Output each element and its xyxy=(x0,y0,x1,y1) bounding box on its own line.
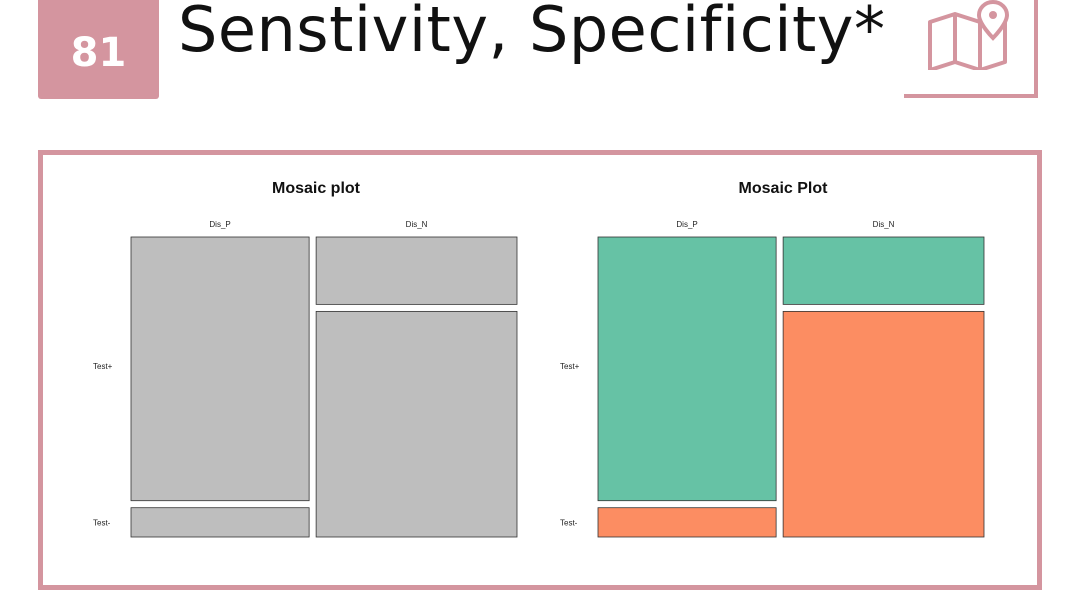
page-title: Senstivity, Specificity* xyxy=(178,0,886,66)
column-label: Dis_P xyxy=(209,220,230,229)
slide-number: 81 xyxy=(70,29,127,76)
row-label: Test- xyxy=(93,518,111,527)
mosaic-tile xyxy=(130,507,310,538)
corner-decoration xyxy=(904,0,1038,98)
mosaic-tile xyxy=(782,236,985,305)
row-label: Test- xyxy=(560,518,578,527)
mosaic-tile xyxy=(782,310,985,538)
column-label: Dis_N xyxy=(406,220,428,229)
chart-title: Mosaic plot xyxy=(272,180,361,197)
mosaic-plot-right: Mosaic Plot Dis_P Dis_N Test+ Test- xyxy=(560,180,985,538)
mosaic-tile xyxy=(315,310,518,538)
row-label: Test+ xyxy=(93,362,113,371)
mosaic-tile xyxy=(597,507,777,538)
mosaic-tile xyxy=(315,236,518,305)
row-label: Test+ xyxy=(560,362,580,371)
slide-number-badge: 81 xyxy=(38,0,159,99)
mosaic-tile xyxy=(130,236,310,502)
mosaic-plot-left: Mosaic plot Dis_P Dis_N Test+ Test- xyxy=(93,180,518,538)
column-label: Dis_P xyxy=(676,220,697,229)
chart-title: Mosaic Plot xyxy=(739,180,829,197)
column-label: Dis_N xyxy=(873,220,895,229)
mosaic-tile xyxy=(597,236,777,502)
map-pin-icon xyxy=(928,0,1010,70)
